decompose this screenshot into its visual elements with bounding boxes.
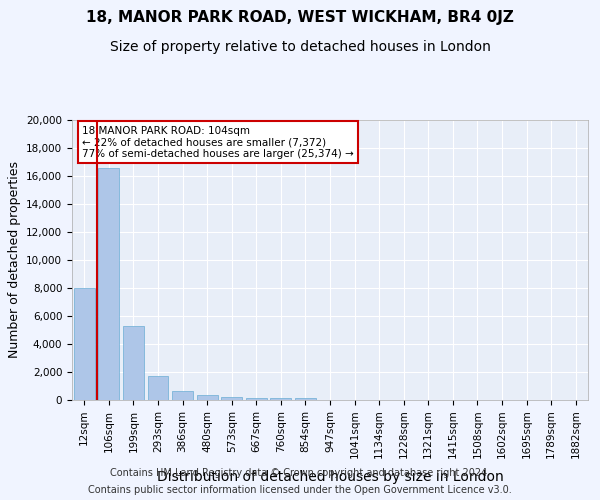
Bar [74,288,95,400]
Text: Contains public sector information licensed under the Open Government Licence v3: Contains public sector information licen… [88,485,512,495]
Text: 18, MANOR PARK ROAD, WEST WICKHAM, BR4 0JZ: 18, MANOR PARK ROAD, WEST WICKHAM, BR4 0… [86,10,514,25]
Bar [295,398,316,400]
Bar [197,395,218,400]
Bar [221,397,242,400]
Text: 18 MANOR PARK ROAD: 104sqm
← 22% of detached houses are smaller (7,372)
77% of s: 18 MANOR PARK ROAD: 104sqm ← 22% of deta… [82,126,354,159]
Text: Size of property relative to detached houses in London: Size of property relative to detached ho… [110,40,490,54]
Bar [98,168,119,400]
Bar [148,376,169,400]
Y-axis label: Number of detached properties: Number of detached properties [8,162,20,358]
Bar [123,326,144,400]
X-axis label: Distribution of detached houses by size in London: Distribution of detached houses by size … [157,470,503,484]
Bar [271,398,292,400]
Bar [172,391,193,400]
Bar [246,398,267,400]
Text: Contains HM Land Registry data © Crown copyright and database right 2024.: Contains HM Land Registry data © Crown c… [110,468,490,477]
